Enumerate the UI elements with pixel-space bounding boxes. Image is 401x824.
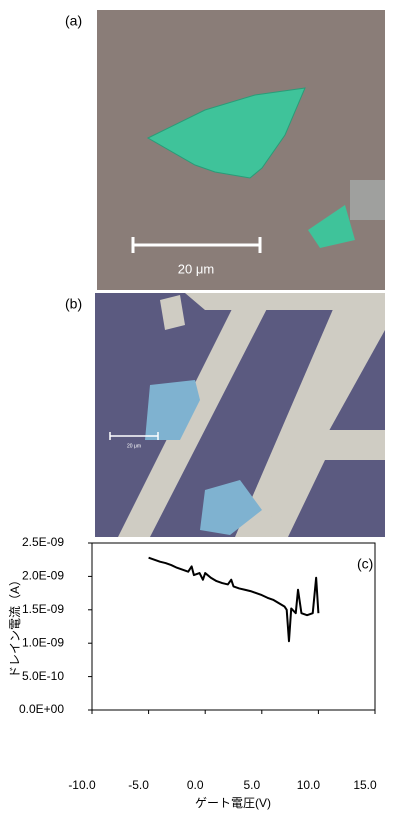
page: {"panels": [{"label": "(a)", "scale_bar"… <box>0 0 401 819</box>
x-tick-label: -5.0 <box>128 778 149 792</box>
y-tick-label: 2.5E-09 <box>22 535 64 549</box>
y-tick-label: 2.0E-09 <box>22 569 64 583</box>
y-axis-label: ドレイン電流（A） <box>8 574 22 678</box>
panel-label: (b) <box>65 296 82 312</box>
figure: 20 μm (a) 20 μm (b) (c) ゲート電圧(V) ドレイン電流（… <box>0 0 401 819</box>
y-tick-label: 1.0E-09 <box>22 635 64 649</box>
x-tick-label: 5.0 <box>243 778 260 792</box>
x-tick-label: 0.0 <box>187 778 204 792</box>
plot-frame <box>92 543 375 710</box>
x-tick-label: -10.0 <box>68 778 96 792</box>
annotation: (c) <box>357 556 373 572</box>
x-tick-label: 10.0 <box>297 778 321 792</box>
data-line <box>149 558 319 642</box>
y-tick-label: 1.5E-09 <box>22 602 64 616</box>
x-axis-label: ゲート電圧(V) <box>195 796 271 810</box>
debris <box>350 180 385 220</box>
panel-label: (a) <box>65 13 82 29</box>
scale-bar-label: 20 μm <box>178 261 214 276</box>
scale-bar-label: 20 μm <box>127 443 141 449</box>
x-tick-label: 15.0 <box>353 778 377 792</box>
y-tick-label: 0.0E+00 <box>19 702 64 716</box>
y-tick-label: 5.0E-10 <box>22 669 64 683</box>
